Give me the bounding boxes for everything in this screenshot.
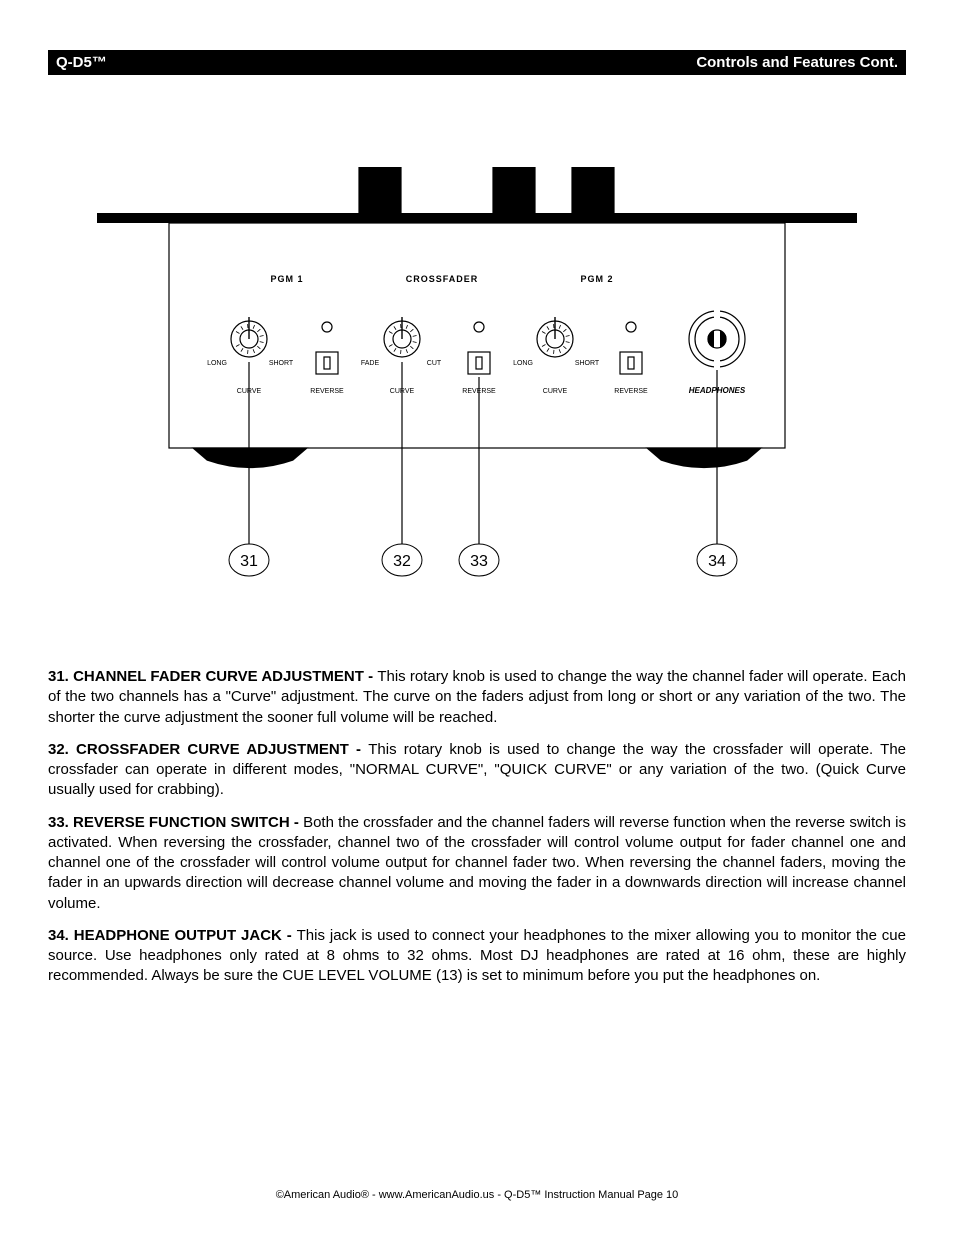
label-curve-1: CURVE [237,388,262,395]
footer-text: ©American Audio® - www.AmericanAudio.us … [276,1189,679,1201]
callout-32: 32 [382,544,422,576]
label-pgm1: PGM 1 [270,274,303,284]
label-headphones: HEADPHONES [689,386,746,395]
svg-text:32: 32 [393,553,411,570]
label-cut: CUT [427,360,442,367]
header-left: Q-D5™ [56,54,107,71]
svg-text:34: 34 [708,553,726,570]
label-long-2: LONG [513,360,533,367]
label-short-1: SHORT [269,360,294,367]
label-short-2: SHORT [575,360,600,367]
header-bar: Q-D5™ Controls and Features Cont. [48,50,906,75]
callout-33: 33 [459,544,499,576]
callout-31: 31 [229,544,269,576]
label-curve-3: CURVE [543,388,568,395]
header-right: Controls and Features Cont. [696,54,898,71]
label-pgm2: PGM 2 [580,274,613,284]
label-long-1: LONG [207,360,227,367]
item-32: 32. CROSSFADER CURVE ADJUSTMENT - This r… [48,740,906,801]
item-33: 33. REVERSE FUNCTION SWITCH - Both the c… [48,813,906,914]
body-text: 31. CHANNEL FADER CURVE ADJUSTMENT - Thi… [48,667,906,987]
label-reverse-1: REVERSE [310,388,344,395]
item-31: 31. CHANNEL FADER CURVE ADJUSTMENT - Thi… [48,667,906,728]
label-reverse-3: REVERSE [614,388,648,395]
footer: ©American Audio® - www.AmericanAudio.us … [0,1189,954,1201]
label-curve-2: CURVE [390,388,415,395]
callout-34: 34 [697,544,737,576]
svg-text:33: 33 [470,553,488,570]
item-34: 34. HEADPHONE OUTPUT JACK - This jack is… [48,926,906,987]
label-crossfader: CROSSFADER [406,274,479,284]
panel-diagram: PGM 1 CROSSFADER PGM 2 LONG SHORT FADE C… [48,167,906,617]
label-fade: FADE [361,360,380,367]
svg-text:31: 31 [240,553,258,570]
label-reverse-2: REVERSE [462,388,496,395]
